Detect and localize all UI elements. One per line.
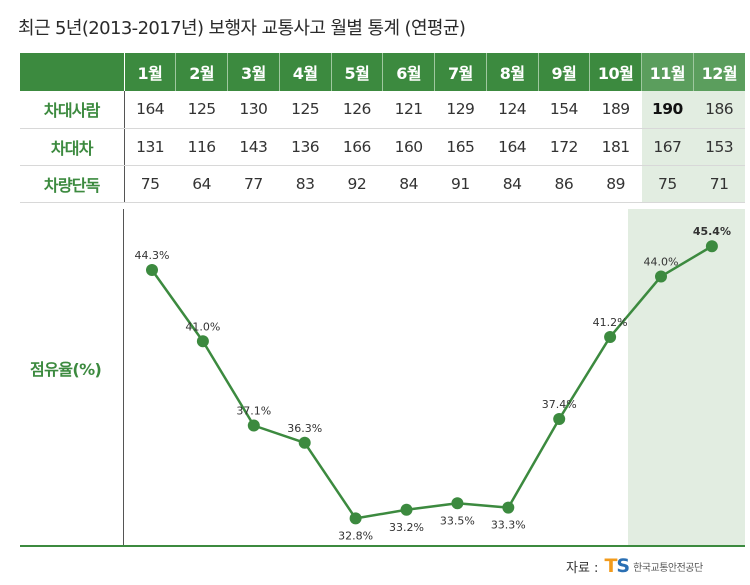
table-cell: 167 (641, 128, 694, 166)
data-point (146, 264, 158, 276)
table-cell: 125 (175, 91, 228, 129)
month-header: 12월 (693, 53, 745, 91)
month-header: 8월 (486, 53, 539, 91)
share-label: 점유율(%) (30, 360, 102, 379)
row-label: 차량단독 (20, 165, 125, 203)
data-point (502, 501, 515, 514)
table-cell: 166 (331, 128, 383, 166)
table-cell: 116 (175, 128, 228, 166)
data-point (553, 413, 566, 426)
month-header: 3월 (227, 53, 280, 91)
month-header: 7월 (434, 53, 487, 91)
table-cell: 189 (589, 91, 642, 129)
data-point (247, 419, 260, 432)
table-cell: 143 (227, 128, 280, 166)
month-header: 1월 (124, 53, 177, 91)
month-header: 4월 (279, 53, 332, 91)
data-point (705, 240, 718, 253)
source-prefix: 자료 : (566, 560, 599, 576)
table-row: 차대사람 164 125 130 125 126 121 129 124 154… (20, 91, 745, 129)
table-cell: 136 (279, 128, 331, 166)
data-point (349, 512, 362, 525)
point-label: 33.5% (440, 514, 475, 527)
point-label: 44.0% (644, 255, 679, 268)
table-cell: 89 (589, 165, 642, 203)
table-cell: 75 (641, 165, 694, 203)
table-cell: 172 (538, 128, 590, 166)
share-line (150, 245, 713, 520)
label-divider (123, 209, 124, 546)
point-label: 36.3% (287, 422, 322, 435)
source-org: 한국교통안전공단 (633, 562, 703, 574)
month-header: 10월 (589, 53, 642, 91)
data-point (196, 335, 209, 348)
point-label: 37.1% (236, 405, 271, 418)
data-point (400, 503, 413, 516)
table-cell: 64 (175, 165, 228, 203)
table-cell: 164 (124, 91, 176, 129)
table-cell: 126 (331, 91, 383, 129)
table-cell: 131 (124, 128, 176, 166)
table-cell: 129 (434, 91, 487, 129)
table-cell: 84 (382, 165, 435, 203)
point-label: 33.2% (389, 521, 424, 534)
data-point (451, 497, 464, 510)
point-label: 32.8% (338, 529, 373, 542)
point-label: 41.0% (185, 320, 220, 333)
data-point (604, 330, 617, 343)
table-cell: 164 (486, 128, 538, 166)
point-label: 41.2% (593, 316, 628, 329)
table-cell: 75 (124, 165, 176, 203)
table-cell: 181 (589, 128, 642, 166)
source-credit: 자료 : TS 한국교통안전공단 (566, 555, 703, 577)
table-cell: 165 (434, 128, 487, 166)
point-label: 37.4% (542, 398, 577, 411)
table-cell: 91 (434, 165, 487, 203)
table-cell: 83 (279, 165, 331, 203)
table-cell: 125 (279, 91, 331, 129)
table-cell: 153 (693, 128, 745, 166)
month-header: 2월 (175, 53, 228, 91)
data-point (655, 270, 667, 283)
table-cell: 71 (693, 165, 745, 203)
stats-table: 1월 2월 3월 4월 5월 6월 7월 8월 9월 10월 11월 12월 차… (20, 53, 745, 203)
table-row: 차대차 131 116 143 136 166 160 165 164 172 … (20, 128, 745, 166)
header-row: 1월 2월 3월 4월 5월 6월 7월 8월 9월 10월 11월 12월 (20, 53, 745, 91)
point-label: 44.3% (135, 249, 170, 262)
month-header: 9월 (538, 53, 591, 91)
table-cell: 130 (227, 91, 280, 129)
table-cell: 121 (382, 91, 435, 129)
table-row: 차량단독 75 64 77 83 92 84 91 84 86 89 75 71 (20, 165, 745, 203)
point-label: 33.3% (491, 519, 526, 532)
month-header: 5월 (331, 53, 384, 91)
ts-logo: TS (604, 555, 630, 577)
data-point (298, 436, 311, 449)
highlight-band (628, 209, 745, 546)
table-cell: 77 (227, 165, 280, 203)
table-cell: 190 (641, 91, 694, 129)
page-title: 최근 5년(2013-2017년) 보행자 교통사고 월별 통계 (연평균) (18, 18, 466, 39)
table-cell: 92 (331, 165, 383, 203)
table-cell: 84 (486, 165, 538, 203)
table-cell: 186 (693, 91, 745, 129)
header-corner (20, 53, 125, 91)
row-label: 차대차 (20, 128, 125, 166)
table-cell: 160 (382, 128, 435, 166)
bottom-rule (20, 545, 745, 547)
month-header: 6월 (382, 53, 435, 91)
point-label: 45.4% (693, 225, 731, 238)
month-header: 11월 (641, 53, 694, 91)
table-cell: 86 (538, 165, 590, 203)
row-label: 차대사람 (20, 91, 125, 129)
table-cell: 154 (538, 91, 590, 129)
table-cell: 124 (486, 91, 538, 129)
